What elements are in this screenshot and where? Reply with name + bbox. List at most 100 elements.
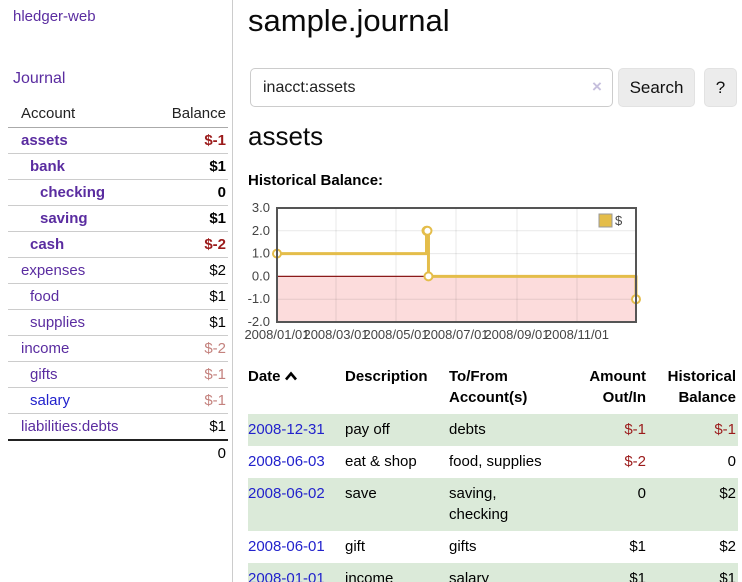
transaction-description: pay off — [345, 421, 390, 438]
transaction-description: gift — [345, 538, 366, 555]
transaction-balance: $2 — [719, 484, 736, 502]
account-row-assets: assets $-1 — [8, 127, 228, 154]
transaction-date-link[interactable]: 2008-06-03 — [248, 452, 325, 470]
account-row-liabilities-debts: liabilities:debts $1 — [8, 413, 228, 441]
account-row-bank: bank $1 — [8, 153, 228, 180]
account-link-assets[interactable]: assets — [21, 132, 68, 149]
transaction-balance: 0 — [727, 452, 736, 470]
account-link-food[interactable]: food — [30, 288, 60, 305]
register-row: 2008-12-31 pay off debts $-1 $-1 — [248, 414, 738, 446]
account-heading: assets — [248, 121, 324, 151]
historical-balance-chart: 3.0 2.0 1.0 0.0 -1.0 -2.02008/01/012008/03/01… — [244, 200, 641, 342]
account-link-cash[interactable]: cash — [30, 236, 65, 253]
search-button[interactable]: Search — [618, 68, 695, 107]
transaction-accounts: saving, checking — [449, 484, 509, 524]
svg-text:2008/03/01: 2008/03/01 — [303, 327, 368, 342]
account-balance: $1 — [153, 413, 228, 441]
sidebar: hledger-web Journal Account Balance asse… — [0, 0, 233, 582]
search-input[interactable] — [250, 68, 613, 107]
account-link-income[interactable]: income — [21, 340, 70, 357]
register-header-amount: Amount Out/In — [589, 368, 646, 406]
account-link-bank[interactable]: bank — [30, 158, 66, 175]
account-link-salary[interactable]: salary — [30, 392, 71, 409]
svg-text:0.0: 0.0 — [252, 268, 270, 283]
register-table: Date Description To/From Account(s) Amou… — [248, 362, 738, 582]
accounts-header-balance: Balance — [153, 101, 228, 128]
svg-text:1.0: 1.0 — [252, 246, 270, 261]
account-row-gifts: gifts $-1 — [8, 361, 228, 388]
register-row: 2008-06-03 eat & shop food, supplies $-2… — [248, 446, 738, 478]
transaction-date-link[interactable]: 2008-06-02 — [248, 484, 325, 502]
transaction-accounts: salary — [449, 569, 490, 582]
account-row-food: food $1 — [8, 283, 228, 310]
accounts-total-value: 0 — [153, 439, 228, 466]
account-balance: $-2 — [153, 231, 228, 258]
account-balance: $-1 — [153, 127, 228, 154]
accounts-table: Account Balance assets $-1 bank $1 check… — [8, 101, 228, 466]
account-balance: $1 — [153, 153, 228, 180]
svg-text:2008/07/01: 2008/07/01 — [423, 327, 488, 342]
transaction-amount: 0 — [637, 484, 646, 502]
account-link-checking[interactable]: checking — [40, 184, 106, 201]
account-balance: $1 — [153, 309, 228, 336]
account-balance: $2 — [153, 257, 228, 284]
svg-text:3.0: 3.0 — [252, 200, 270, 215]
register-header-balance: Historical Balance — [667, 368, 736, 406]
sidebar-item-journal[interactable]: Journal — [13, 70, 66, 87]
transaction-amount: $1 — [629, 569, 646, 582]
transaction-date-link[interactable]: 2008-06-01 — [248, 538, 325, 555]
page-title: sample.journal — [248, 3, 450, 38]
accounts-header-account: Account — [8, 101, 154, 128]
account-link-supplies[interactable]: supplies — [30, 314, 86, 331]
clear-search-icon[interactable]: × — [592, 77, 602, 96]
account-link-saving[interactable]: saving — [40, 210, 88, 227]
transaction-date-link[interactable]: 2008-12-31 — [248, 421, 325, 438]
transaction-accounts: food, supplies — [449, 452, 542, 470]
account-row-salary: salary $-1 — [8, 387, 228, 414]
svg-text:2008/09/01: 2008/09/01 — [484, 327, 549, 342]
transaction-balance: $-1 — [714, 421, 736, 438]
account-balance: $-2 — [153, 335, 228, 362]
transaction-description: income — [345, 569, 394, 582]
svg-text:$: $ — [615, 213, 623, 228]
svg-text:-2.0: -2.0 — [248, 314, 270, 329]
register-header-date[interactable]: Date — [248, 362, 345, 414]
register-row: 2008-01-01 income salary $1 $1 — [248, 562, 738, 582]
chart-title: Historical Balance: — [248, 172, 384, 189]
account-row-expenses: expenses $2 — [8, 257, 228, 284]
account-row-checking: checking 0 — [8, 179, 228, 206]
account-balance: $-1 — [153, 387, 228, 414]
app-title-link[interactable]: hledger-web — [13, 8, 96, 25]
register-header-accounts: To/From Account(s) — [449, 368, 528, 406]
transaction-amount: $-2 — [624, 452, 646, 470]
sort-ascending-icon — [284, 366, 298, 387]
register-row: 2008-06-02 save saving, checking 0 $2 — [248, 477, 738, 531]
accounts-total-row: 0 — [8, 439, 228, 466]
svg-text:2008/01/01: 2008/01/01 — [244, 327, 309, 342]
svg-text:2.0: 2.0 — [252, 223, 270, 238]
transaction-description: save — [345, 484, 377, 502]
register-header-row: Date Description To/From Account(s) Amou… — [248, 362, 738, 414]
transaction-date-link[interactable]: 2008-01-01 — [248, 569, 325, 582]
help-button[interactable]: ? — [704, 68, 737, 107]
account-balance: 0 — [153, 179, 228, 206]
transaction-balance: $2 — [719, 538, 736, 555]
account-link-gifts[interactable]: gifts — [30, 366, 58, 383]
account-link-expenses[interactable]: expenses — [21, 262, 86, 279]
transaction-accounts: debts — [449, 421, 486, 438]
account-balance: $-1 — [153, 361, 228, 388]
account-row-cash: cash $-2 — [8, 231, 228, 258]
transaction-amount: $-1 — [624, 421, 646, 438]
transaction-accounts: gifts — [449, 538, 477, 555]
account-row-income: income $-2 — [8, 335, 228, 362]
account-row-supplies: supplies $1 — [8, 309, 228, 336]
svg-text:2008/11/01: 2008/11/01 — [545, 327, 609, 342]
account-link-liabilities-debts[interactable]: liabilities:debts — [21, 418, 119, 435]
svg-text:-1.0: -1.0 — [248, 291, 270, 306]
register-header-description: Description — [345, 368, 428, 385]
transaction-balance: $1 — [719, 569, 736, 582]
account-balance: $1 — [153, 283, 228, 310]
svg-text:2008/05/01: 2008/05/01 — [363, 327, 428, 342]
account-balance: $1 — [153, 205, 228, 232]
